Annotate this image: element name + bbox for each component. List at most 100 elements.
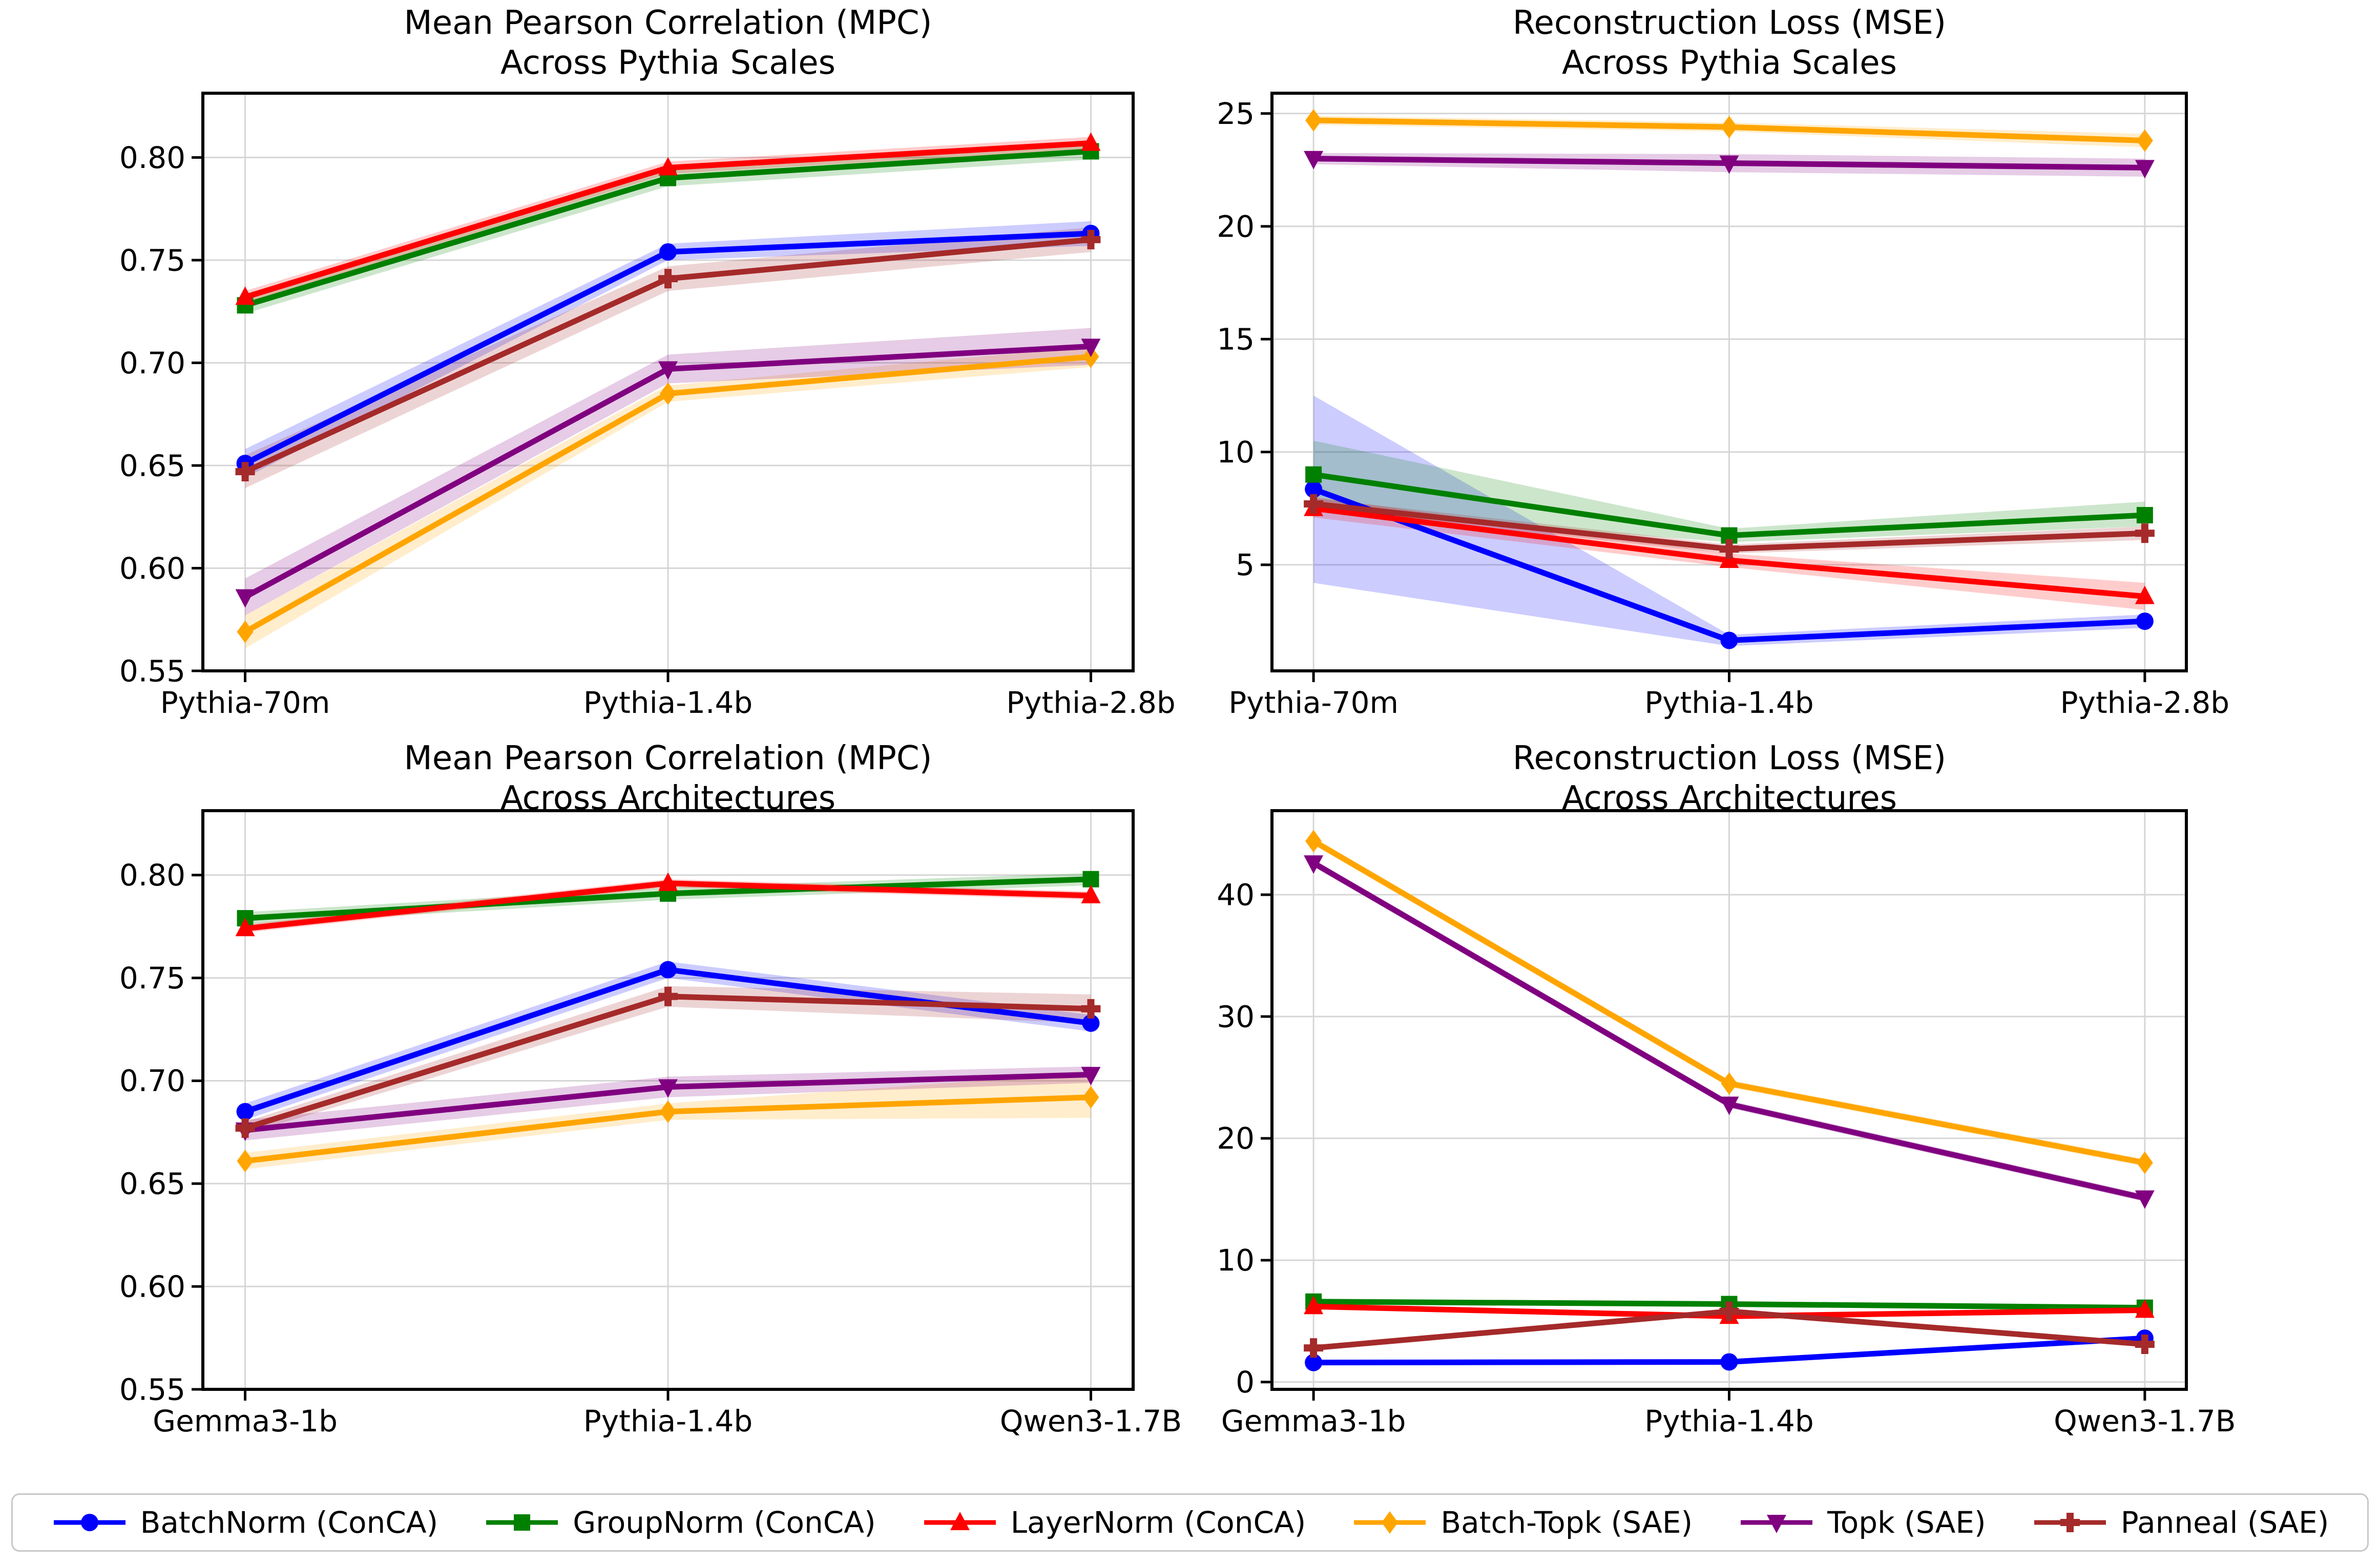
marker-triangle-down	[1719, 155, 1739, 174]
marker-triangle-down	[1081, 339, 1101, 357]
legend-item-topk-sae: Topk (SAE)	[1738, 1505, 1986, 1540]
y-tick-label: 0.65	[119, 448, 185, 483]
marker-circle	[659, 961, 677, 979]
legend-marker-batchnorm-conca	[53, 1514, 126, 1531]
y-tick-label: 0.80	[119, 140, 185, 175]
marker-circle	[659, 243, 677, 261]
panel-title-mpc-pythia-scales: Mean Pearson Correlation (MPC) Across Py…	[404, 3, 932, 83]
y-tick-label: 40	[1217, 877, 1255, 912]
x-tick-label: Pythia-70m	[1228, 685, 1398, 720]
series-batch-topk-sae	[1305, 830, 2153, 1174]
series-batch-topk-sae	[237, 1086, 1099, 1173]
x-tick-label: Pythia-1.4b	[1644, 685, 1813, 720]
marker-triangle-down	[658, 1079, 678, 1098]
marker-diamond	[2136, 129, 2153, 152]
panel-title-line1: Mean Pearson Correlation (MPC)	[404, 4, 932, 42]
series-band-batch-topk-sae	[245, 1072, 1091, 1170]
marker-triangle-down	[1304, 151, 1324, 170]
marker-square	[2136, 506, 2153, 523]
marker-plus	[2135, 523, 2155, 543]
marker-circle	[1305, 480, 1323, 498]
marker-triangle-up	[235, 286, 255, 305]
x-tick-labels: Gemma3-1b Pythia-1.4b Qwen3-1.7B	[1221, 1404, 2236, 1439]
panel-title-mpc-architectures: Mean Pearson Correlation (MPC) Across Ar…	[404, 738, 932, 818]
legend-marker-topk-sae	[1741, 1515, 1813, 1533]
marker-triangle-up	[1081, 132, 1101, 151]
y-tick-label: 0.65	[119, 1167, 185, 1201]
marker-diamond	[1305, 109, 1322, 132]
marker-plus	[1081, 229, 1101, 249]
gridlines	[1272, 93, 2186, 671]
x-tick-label: Pythia-1.4b	[583, 1404, 753, 1439]
y-tick-label: 20	[1217, 1121, 1255, 1156]
marker-diamond	[1721, 1072, 1738, 1095]
marker-circle	[1720, 1353, 1738, 1371]
panel-title-line2: Across Pythia Scales	[500, 44, 836, 82]
marker-plus	[658, 269, 678, 289]
x-tick-label: Pythia-1.4b	[583, 685, 753, 720]
y-tick-label: 30	[1217, 999, 1255, 1034]
legend-label: Panneal (SAE)	[2120, 1505, 2329, 1540]
marker-triangle-down	[1767, 1515, 1787, 1533]
y-tick-label: 5	[1236, 547, 1255, 582]
marker-plus	[235, 462, 255, 482]
legend-label: Topk (SAE)	[1827, 1505, 1986, 1540]
y-tick-label: 0.60	[119, 1269, 185, 1304]
axis-ticks	[192, 874, 1092, 1401]
legend-label: Batch-Topk (SAE)	[1440, 1505, 1693, 1540]
marker-diamond	[660, 382, 676, 405]
series-groupnorm-conca	[1305, 466, 2153, 544]
marker-circle	[80, 1514, 98, 1531]
legend-item-batch-topk-sae: Batch-Topk (SAE)	[1351, 1505, 1693, 1540]
y-tick-label: 10	[1217, 435, 1255, 470]
marker-triangle-down	[1304, 855, 1324, 874]
line-chart-mse-architectures: 0 10 20 30 40 Gemma3-1b Pythia-1.4b Qwen3-1.7B	[1217, 809, 2236, 1439]
marker-triangle-up	[235, 918, 255, 937]
panel-title-mse-pythia-scales: Reconstruction Loss (MSE) Across Pythia …	[1513, 3, 1946, 83]
y-tick-labels: 0.55 0.60 0.65 0.70 0.75 0.80	[119, 858, 185, 1407]
x-tick-label: Pythia-2.8b	[1006, 685, 1175, 720]
marker-triangle-down	[2135, 1190, 2155, 1209]
axis-ticks	[1261, 893, 2146, 1401]
x-tick-label: Gemma3-1b	[153, 1404, 338, 1439]
marker-plus	[235, 1118, 255, 1138]
series-band-batchnorm-conca	[1313, 395, 2145, 646]
x-tick-label: Pythia-2.8b	[2060, 685, 2229, 720]
series-topk-sae	[235, 339, 1101, 608]
marker-triangle-up	[1081, 884, 1101, 903]
marker-diamond	[2136, 1151, 2153, 1174]
y-tick-labels: 5 10 15 20 25	[1217, 96, 1255, 582]
series-band-topk-sae	[245, 1066, 1091, 1140]
marker-triangle-down	[1719, 1096, 1739, 1115]
marker-square	[1305, 466, 1322, 483]
series-band-topk-sae	[245, 328, 1091, 616]
marker-circle	[1720, 631, 1738, 649]
series-batch-topk-sae	[1305, 109, 2153, 152]
y-tick-label: 0	[1236, 1365, 1255, 1400]
legend-item-groupnorm-conca: GroupNorm (ConCA)	[484, 1505, 876, 1540]
marker-triangle-up	[950, 1512, 970, 1530]
x-tick-labels: Pythia-70m Pythia-1.4b Pythia-2.8b	[1228, 685, 2229, 720]
y-tick-label: 0.55	[119, 1372, 185, 1407]
series-panneal-sae	[235, 986, 1101, 1138]
line-chart-mpc-architectures: 0.55 0.60 0.65 0.70 0.75 0.80 Gemma3-1b Pythia-…	[119, 809, 1182, 1439]
axis-ticks	[1261, 112, 2146, 682]
legend-marker-panneal-sae	[2034, 1513, 2106, 1532]
marker-triangle-up	[2135, 1299, 2155, 1318]
axis-ticks	[192, 156, 1092, 682]
x-tick-labels: Gemma3-1b Pythia-1.4b Qwen3-1.7B	[153, 1404, 1182, 1439]
y-tick-label: 0.75	[119, 243, 185, 278]
marker-triangle-down	[658, 361, 678, 380]
marker-triangle-up	[658, 872, 678, 891]
marker-diamond	[1721, 116, 1738, 139]
series-panneal-sae	[1304, 494, 2155, 559]
y-tick-label: 15	[1217, 322, 1255, 357]
x-tick-labels: Pythia-70m Pythia-1.4b Pythia-2.8b	[160, 685, 1176, 720]
x-tick-label: Qwen3-1.7B	[2054, 1404, 2236, 1439]
marker-plus	[1081, 999, 1101, 1019]
marker-triangle-down	[2135, 160, 2155, 179]
y-tick-labels: 0.55 0.60 0.65 0.70 0.75 0.80	[119, 140, 185, 688]
panel-title-line1: Reconstruction Loss (MSE)	[1512, 4, 1947, 42]
